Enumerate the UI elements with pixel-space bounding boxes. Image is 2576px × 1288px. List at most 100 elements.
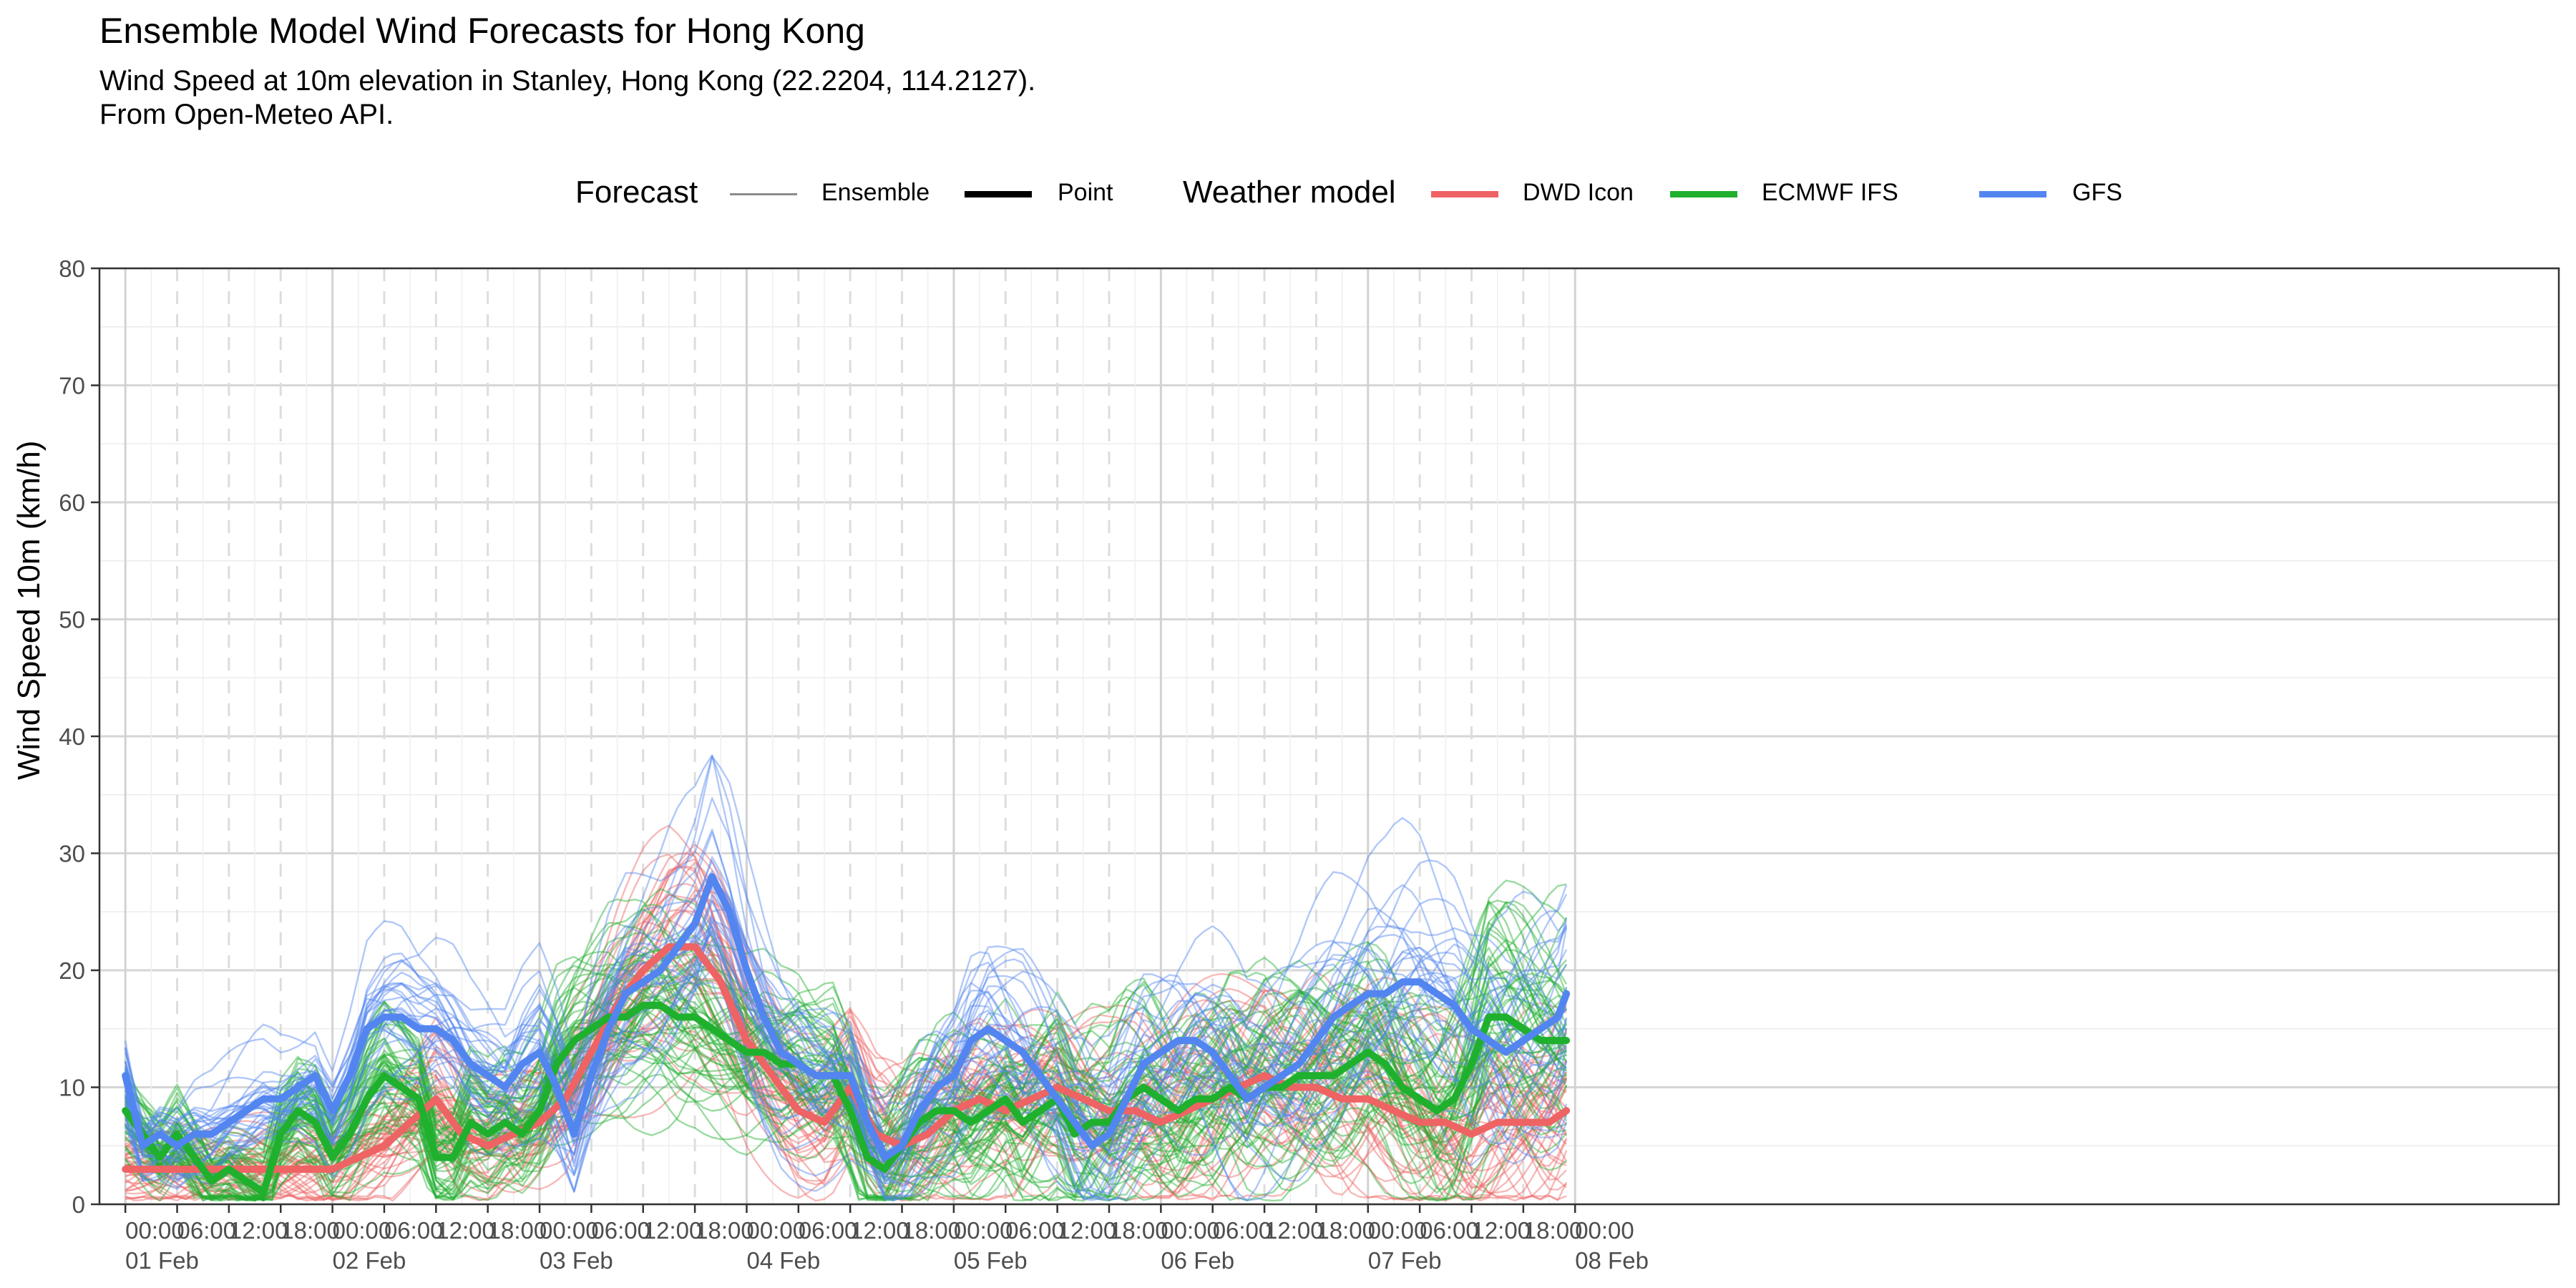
x-tick-label: 00:00 — [333, 1217, 392, 1244]
x-tick-label: 12:00 — [436, 1217, 495, 1244]
legend-key-gfs — [1979, 191, 2046, 197]
x-tick-date-label: 07 Feb — [1368, 1247, 1442, 1274]
ensemble-line — [125, 927, 1568, 1197]
ensemble-line — [125, 755, 1568, 1172]
ensemble-line — [125, 972, 1568, 1194]
x-tick-label: 18:00 — [695, 1217, 754, 1244]
legend-label-gfs: GFS — [2072, 179, 2122, 206]
x-tick-label: 06:00 — [1005, 1217, 1065, 1244]
x-tick-label: 06:00 — [799, 1217, 858, 1244]
x-tick-label: 06:00 — [177, 1217, 237, 1244]
ensemble-line — [125, 977, 1567, 1201]
legend-key-dwd-icon — [1431, 191, 1498, 197]
ensemble-line — [125, 831, 1567, 1185]
ensemble-line — [125, 850, 1567, 1184]
y-tick-label: 10 — [59, 1075, 85, 1101]
x-tick-label: 12:00 — [1471, 1217, 1531, 1244]
point-forecast-line — [122, 873, 1571, 1161]
x-tick-date-label: 05 Feb — [954, 1247, 1028, 1274]
x-tick-label: 12:00 — [643, 1217, 703, 1244]
x-tick-label: 12:00 — [850, 1217, 909, 1244]
ensemble-line — [125, 829, 1568, 1156]
legend-key-ecmwf-ifs — [1670, 191, 1737, 197]
y-tick-label: 70 — [59, 373, 85, 399]
x-tick-date-label: 08 Feb — [1575, 1247, 1649, 1274]
ensemble-line — [125, 894, 1568, 1200]
ensemble-line — [125, 957, 1568, 1193]
point-forecast-line — [122, 943, 1571, 1173]
x-tick-date-label: 03 Feb — [540, 1247, 613, 1274]
x-tick-date-label: 02 Feb — [333, 1247, 406, 1274]
ensemble-line — [125, 970, 1568, 1201]
chart-title: Ensemble Model Wind Forecasts for Hong K… — [99, 11, 865, 51]
ensemble-line — [125, 873, 1567, 1176]
x-tick-label: 18:00 — [1109, 1217, 1169, 1244]
ensemble-line — [125, 754, 1567, 1172]
x-tick-label: 12:00 — [229, 1217, 288, 1244]
ensemble-line — [125, 888, 1568, 1191]
legend-label-point: Point — [1058, 179, 1113, 206]
ensemble-line — [125, 917, 1568, 1167]
ensemble-line — [125, 905, 1568, 1201]
x-tick-label: 18:00 — [1523, 1217, 1583, 1244]
ensemble-line — [125, 901, 1568, 1201]
ensemble-line — [125, 1021, 1568, 1201]
x-tick-label: 06:00 — [591, 1217, 650, 1244]
point-forecast-line — [122, 1002, 1571, 1196]
x-tick-label: 00:00 — [954, 1217, 1013, 1244]
x-tick-label: 00:00 — [1161, 1217, 1220, 1244]
x-tick-label: 12:00 — [1264, 1217, 1324, 1244]
ensemble-line — [125, 919, 1567, 1172]
x-tick-label: 06:00 — [384, 1217, 444, 1244]
ensemble-line — [125, 894, 1568, 1172]
x-tick-label: 06:00 — [1420, 1217, 1479, 1244]
legend-forecast-title: Forecast — [575, 175, 698, 210]
ensemble-line — [125, 824, 1568, 1180]
ensemble-line — [125, 973, 1568, 1201]
x-tick-label: 18:00 — [488, 1217, 547, 1244]
x-tick-date-label: 06 Feb — [1161, 1247, 1234, 1274]
subtitle-line-2: From Open-Meteo API. — [99, 99, 394, 130]
ensemble-line — [125, 1022, 1567, 1201]
ensemble-line — [125, 865, 1567, 1202]
ensemble-line — [125, 952, 1568, 1201]
ensemble-line — [125, 936, 1568, 1185]
ensemble-line — [125, 900, 1568, 1201]
ensemble-line — [125, 853, 1568, 1179]
ensemble-line — [125, 909, 1568, 1201]
x-tick-date-label: 01 Feb — [125, 1247, 199, 1274]
legend-label-ensemble: Ensemble — [821, 179, 930, 206]
y-tick-label: 0 — [72, 1191, 85, 1218]
x-tick-label: 06:00 — [1213, 1217, 1272, 1244]
ensemble-line — [125, 1048, 1568, 1202]
legend-key-ensemble — [730, 193, 797, 195]
y-tick-label: 80 — [59, 255, 85, 282]
y-tick-label: 30 — [59, 841, 85, 867]
ensemble-line — [125, 917, 1568, 1201]
ensemble-line — [125, 852, 1567, 1163]
ensemble-line — [125, 900, 1568, 1189]
ensemble-line — [125, 893, 1567, 1199]
ensemble-line — [125, 982, 1567, 1201]
x-tick-label: 18:00 — [280, 1217, 340, 1244]
ensemble-line — [125, 899, 1568, 1200]
x-tick-label: 18:00 — [1316, 1217, 1375, 1244]
ensemble-line — [125, 946, 1567, 1201]
ensemble-line — [125, 900, 1567, 1178]
x-tick-label: 00:00 — [540, 1217, 599, 1244]
ensemble-line — [125, 974, 1568, 1194]
ensemble-line — [125, 869, 1567, 1168]
ensemble-line — [125, 1053, 1567, 1200]
x-tick-label: 00:00 — [125, 1217, 185, 1244]
ensemble-line — [125, 927, 1568, 1181]
legend-key-point — [965, 191, 1032, 197]
x-tick-label: 12:00 — [1058, 1217, 1117, 1244]
y-tick-label: 50 — [59, 607, 85, 633]
x-tick-label: 00:00 — [746, 1217, 806, 1244]
y-tick-label: 60 — [59, 489, 85, 516]
chart-subtitle: Wind Speed at 10m elevation in Stanley, … — [99, 64, 1035, 132]
ensemble-line — [125, 898, 1567, 1200]
ensemble-line — [125, 989, 1567, 1194]
ensemble-line — [125, 958, 1567, 1177]
